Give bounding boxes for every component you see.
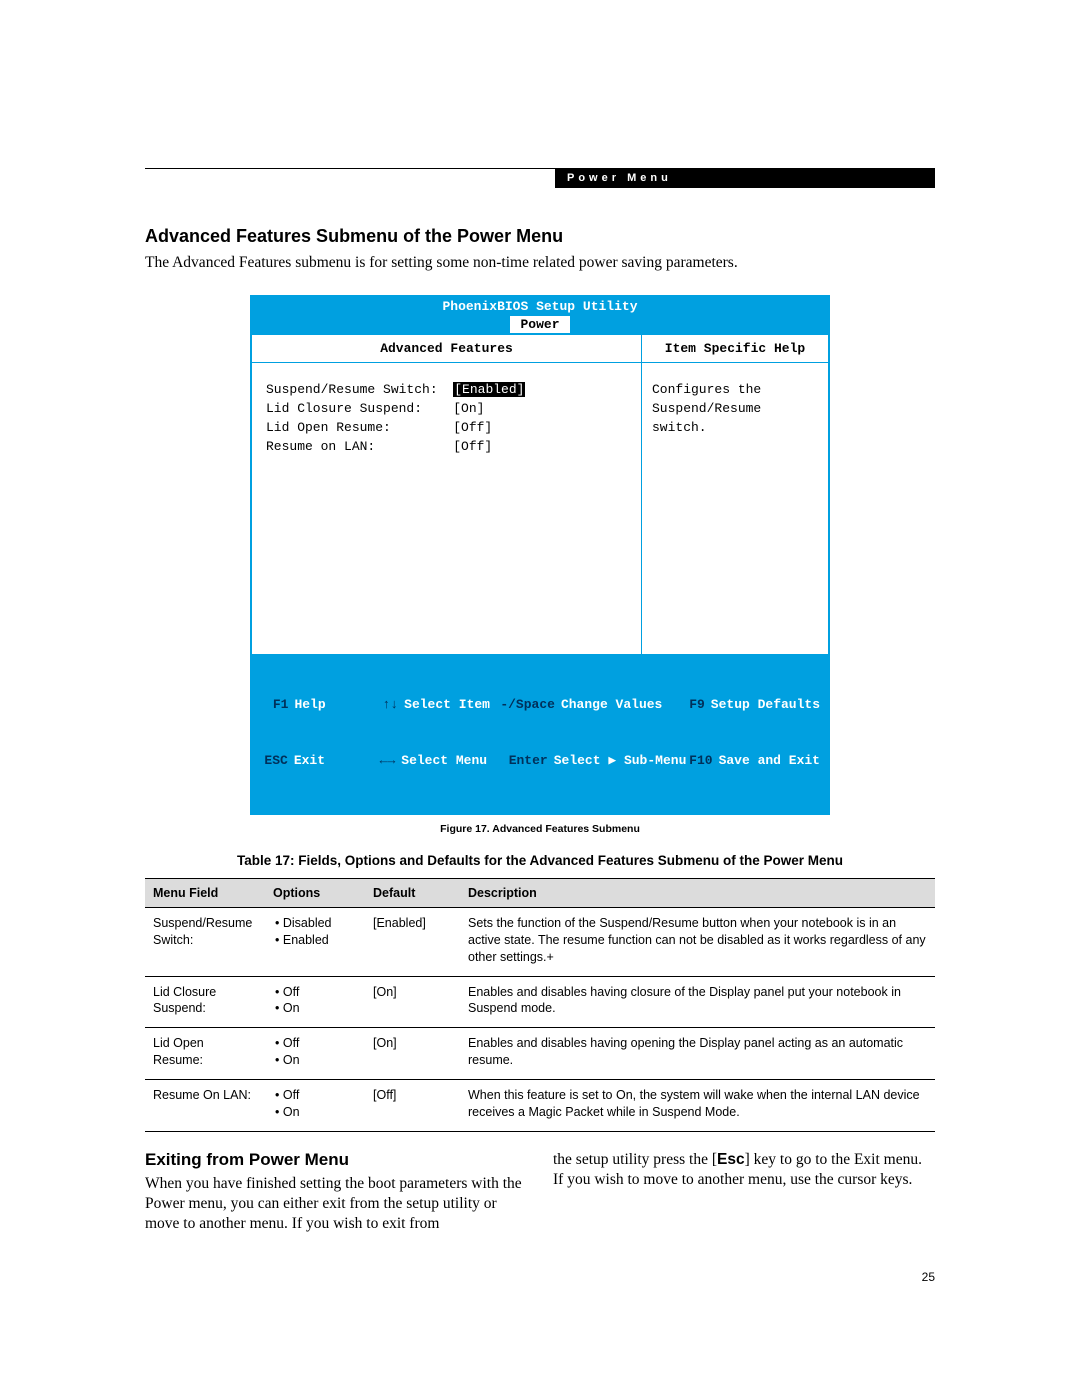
cell-field: Lid Open Resume: [145, 1028, 265, 1080]
bios-key-enter: Enter [495, 752, 553, 771]
table-title: Table 17: Fields, Options and Defaults f… [145, 853, 935, 868]
option-item: On [275, 1052, 357, 1069]
header-bar: Power Menu [555, 168, 935, 188]
cell-field: Resume On LAN: [145, 1080, 265, 1132]
table-header-row: Menu Field Options Default Description [145, 878, 935, 907]
bios-change-values: Change Values [561, 696, 678, 715]
right-column: the setup utility press the [Esc] key to… [553, 1150, 933, 1234]
col-options: Options [265, 878, 365, 907]
bios-main-pane: Advanced Features Suspend/Resume Switch:… [252, 335, 828, 655]
section-heading-1: Advanced Features Submenu of the Power M… [145, 226, 935, 247]
bios-key-esc: ESC [260, 752, 294, 771]
bios-help-label: Help [294, 696, 344, 715]
bios-exit-label: Exit [294, 752, 343, 771]
section-heading-2: Exiting from Power Menu [145, 1150, 525, 1170]
bios-help-text: Configures the Suspend/Resume switch. [642, 363, 828, 456]
option-item: Enabled [275, 932, 357, 949]
cell-default: [Enabled] [365, 907, 460, 976]
option-item: Off [275, 1087, 357, 1104]
bios-right-pane: Item Specific Help Configures the Suspen… [642, 335, 828, 654]
cell-field: Lid Closure Suspend: [145, 976, 265, 1028]
page-content: Power Menu Advanced Features Submenu of … [145, 168, 935, 1284]
col-menu-field: Menu Field [145, 878, 265, 907]
cell-description: Sets the function of the Suspend/Resume … [460, 907, 935, 976]
bios-key-updown: ↑↓ [345, 696, 405, 715]
bios-select-item: Select Item [404, 696, 500, 715]
option-item: On [275, 1000, 357, 1017]
bios-key-f1: F1 [260, 696, 294, 715]
bios-left-header: Advanced Features [252, 335, 641, 363]
bios-key-space: -/Space [500, 696, 561, 715]
bios-left-pane: Advanced Features Suspend/Resume Switch:… [252, 335, 642, 654]
bios-right-header: Item Specific Help [642, 335, 828, 363]
exiting-para-left: When you have finished setting the boot … [145, 1174, 525, 1234]
table-row: Suspend/Resume Switch:DisabledEnabled[En… [145, 907, 935, 976]
options-table: Menu Field Options Default Description S… [145, 878, 935, 1132]
option-item: Off [275, 1035, 357, 1052]
cell-options: OffOn [265, 1028, 365, 1080]
page-number: 25 [145, 1270, 935, 1284]
bios-settings-list: Suspend/Resume Switch: [Enabled]Lid Clos… [252, 363, 641, 474]
bios-save-exit: Save and Exit [719, 752, 820, 771]
col-default: Default [365, 878, 460, 907]
bios-setting-row[interactable]: Suspend/Resume Switch: [Enabled] [266, 381, 627, 400]
bios-window: PhoenixBIOS Setup Utility Power Advanced… [250, 295, 830, 815]
bios-setting-row[interactable]: Lid Open Resume: [Off] [266, 419, 627, 438]
bios-tab-bar: Power [252, 316, 828, 335]
bios-setting-row[interactable]: Resume on LAN: [Off] [266, 438, 627, 457]
option-item: Off [275, 984, 357, 1001]
table-row: Resume On LAN:OffOn[Off]When this featur… [145, 1080, 935, 1132]
bios-tab-power[interactable]: Power [510, 316, 569, 333]
left-column: Exiting from Power Menu When you have fi… [145, 1150, 525, 1234]
cell-description: Enables and disables having opening the … [460, 1028, 935, 1080]
cell-options: OffOn [265, 1080, 365, 1132]
bios-setup-defaults: Setup Defaults [711, 696, 820, 715]
bios-select-sub: Select ▶ Sub-Menu [554, 752, 687, 771]
right-pre: the setup utility press the [ [553, 1151, 717, 1168]
cell-default: [On] [365, 1028, 460, 1080]
cell-field: Suspend/Resume Switch: [145, 907, 265, 976]
table-row: Lid Closure Suspend:OffOn[On]Enables and… [145, 976, 935, 1028]
cell-description: Enables and disables having closure of t… [460, 976, 935, 1028]
bios-figure: PhoenixBIOS Setup Utility Power Advanced… [250, 295, 830, 815]
bios-key-f9: F9 [678, 696, 711, 715]
cell-options: DisabledEnabled [265, 907, 365, 976]
option-item: Disabled [275, 915, 357, 932]
option-item: On [275, 1104, 357, 1121]
bios-select-menu: Select Menu [401, 752, 495, 771]
bios-title: PhoenixBIOS Setup Utility [252, 297, 828, 316]
bios-footer-row-1: F1 Help ↑↓ Select Item -/Space Change Va… [260, 696, 820, 715]
intro-paragraph: The Advanced Features submenu is for set… [145, 253, 935, 273]
bios-footer-row-2: ESC Exit ←→ Select Menu Enter Select ▶ S… [260, 752, 820, 771]
bios-footer: F1 Help ↑↓ Select Item -/Space Change Va… [252, 655, 828, 813]
col-description: Description [460, 878, 935, 907]
esc-key-label: Esc [717, 1151, 745, 1168]
table-row: Lid Open Resume:OffOn[On]Enables and dis… [145, 1028, 935, 1080]
exiting-section: Exiting from Power Menu When you have fi… [145, 1150, 935, 1234]
cell-description: When this feature is set to On, the syst… [460, 1080, 935, 1132]
cell-default: [Off] [365, 1080, 460, 1132]
bios-key-f10: F10 [686, 752, 718, 771]
cell-options: OffOn [265, 976, 365, 1028]
bios-setting-row[interactable]: Lid Closure Suspend: [On] [266, 400, 627, 419]
cell-default: [On] [365, 976, 460, 1028]
bios-key-leftright: ←→ [343, 752, 401, 771]
exiting-para-right: the setup utility press the [Esc] key to… [553, 1150, 933, 1190]
figure-caption: Figure 17. Advanced Features Submenu [145, 823, 935, 835]
